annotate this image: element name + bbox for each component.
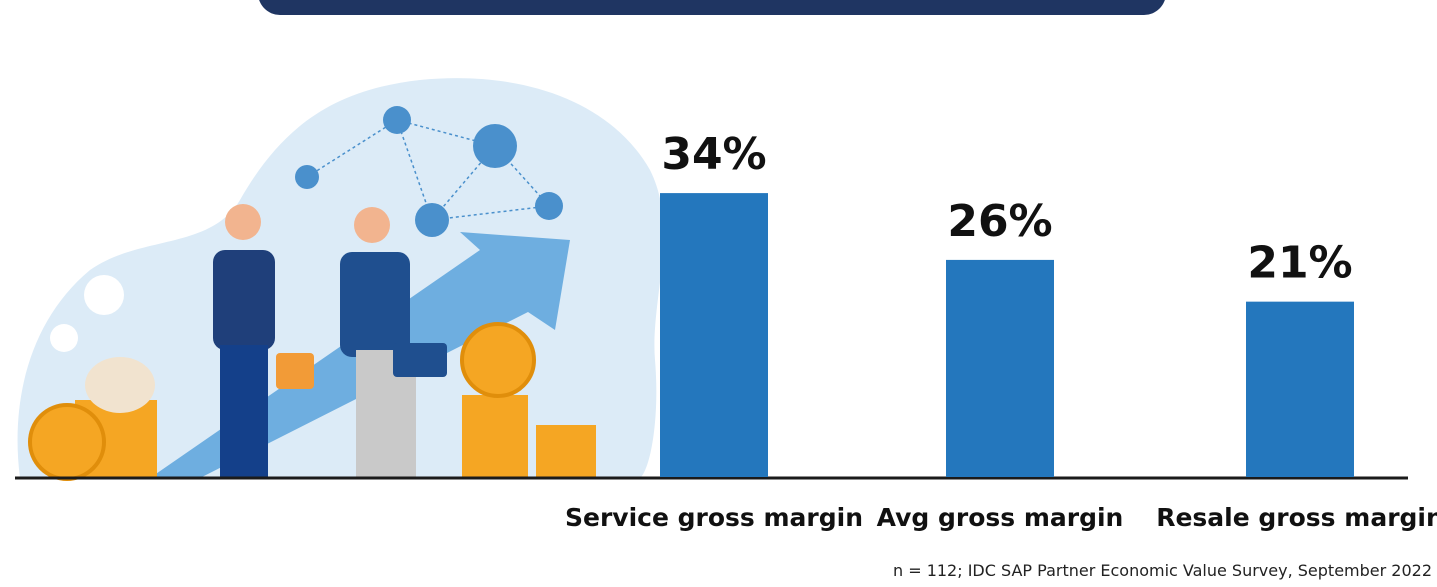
footnote: n = 112; IDC SAP Partner Economic Value … — [893, 561, 1432, 580]
value-label: 21% — [1247, 238, 1352, 289]
category-label: Service gross margin — [565, 503, 863, 532]
bar — [660, 193, 768, 477]
category-label: Avg gross margin — [877, 503, 1124, 532]
illustration — [17, 78, 664, 481]
value-label: 26% — [947, 196, 1052, 247]
category-label: Resale gross margin — [1156, 503, 1437, 532]
value-label: 34% — [661, 129, 766, 180]
bar — [1246, 301, 1354, 477]
header-banner — [259, 0, 1165, 15]
bar — [946, 259, 1054, 477]
